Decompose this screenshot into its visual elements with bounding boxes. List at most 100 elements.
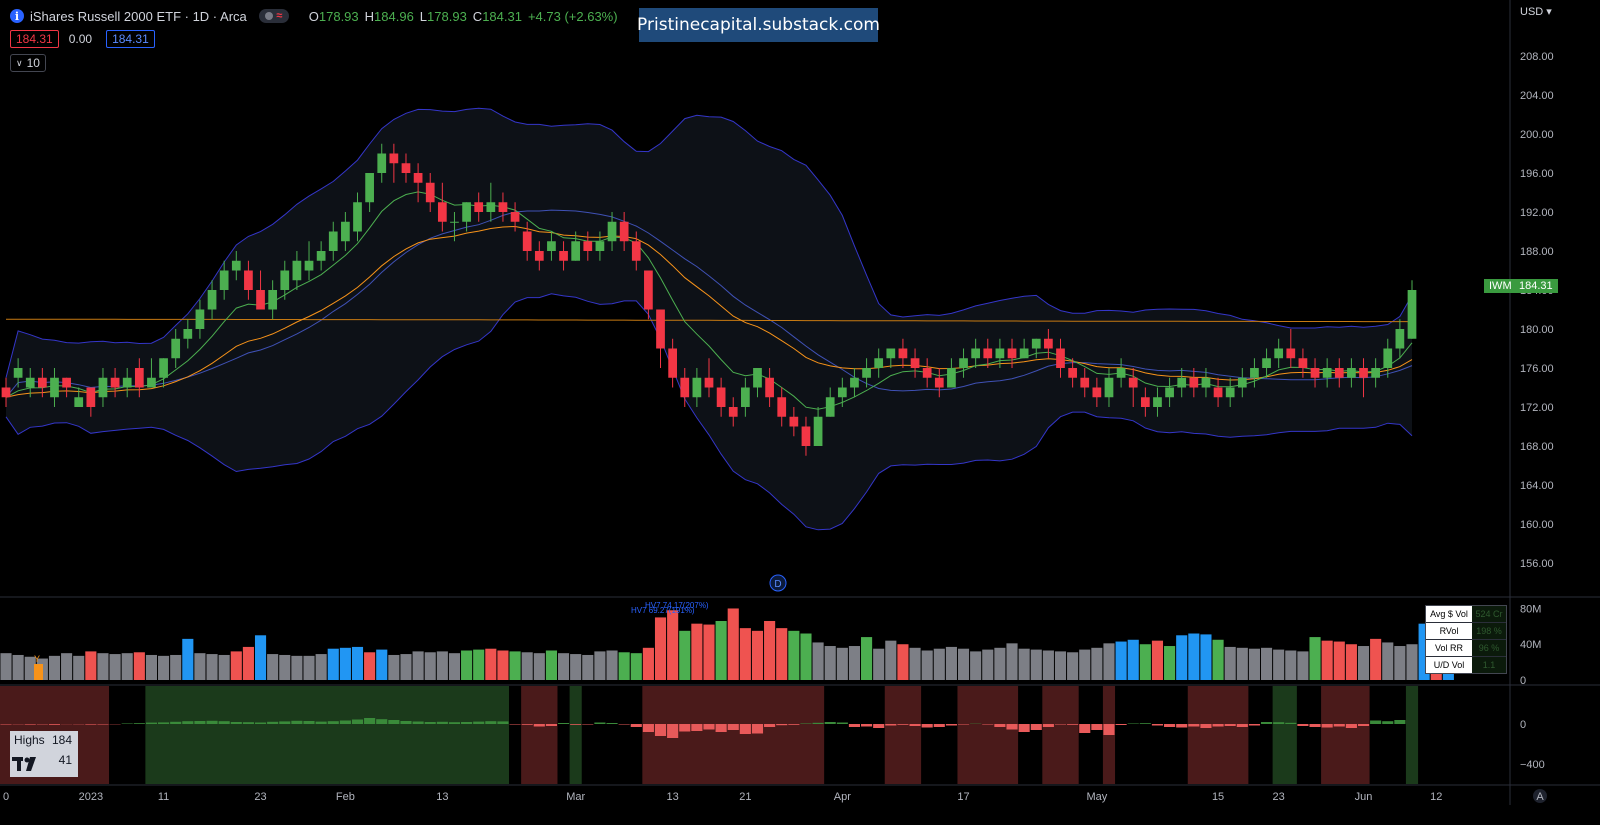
candle-body	[256, 290, 265, 310]
breadth-regime-band	[145, 686, 510, 784]
volume-bar	[303, 655, 315, 680]
candle	[171, 329, 181, 368]
volume-bar	[12, 654, 24, 680]
candle	[341, 212, 350, 251]
breadth-bar	[242, 722, 254, 724]
volume-bar	[339, 647, 351, 680]
candle	[1177, 368, 1187, 398]
bid-price[interactable]: 184.31	[10, 30, 59, 48]
breadth-bar	[994, 724, 1006, 727]
breadth-bar	[1236, 724, 1248, 727]
candle-body	[498, 202, 508, 212]
candle-body	[510, 212, 520, 222]
candle-body	[1334, 368, 1344, 378]
candle-body	[934, 377, 944, 388]
volume-bar	[412, 651, 424, 680]
breadth-bar	[1127, 723, 1139, 724]
bollinger-lower-line	[5, 293, 1413, 531]
low-label: L	[419, 8, 428, 24]
candle	[1298, 348, 1308, 378]
volume-bar	[24, 656, 36, 680]
volume-bar	[970, 651, 982, 680]
volume-bar	[897, 644, 909, 680]
info-icon[interactable]: i	[10, 9, 24, 23]
breadth-bar	[327, 721, 339, 724]
breadth-bar	[715, 724, 727, 732]
volume-bar	[1309, 637, 1321, 680]
volume-bar	[1127, 639, 1139, 680]
volume-bar	[1418, 623, 1430, 680]
breadth-bar	[1042, 724, 1054, 727]
candle	[1116, 358, 1126, 388]
interval-selector[interactable]: ∨ 10	[10, 54, 46, 72]
currency-selector[interactable]: USD ▾	[1520, 6, 1552, 18]
candle	[1140, 387, 1150, 417]
volume-stats-table: Avg $ Vol 524 Cr RVol 198 % Vol RR 96 % U/D…	[1425, 605, 1507, 674]
breadth-bar	[461, 722, 473, 724]
symbol-price-tag: IWM	[1484, 279, 1517, 293]
candle-body	[1116, 368, 1126, 378]
candle-body	[389, 153, 399, 164]
candle-body	[1347, 368, 1356, 378]
candle-body	[377, 153, 387, 173]
breadth-bar	[933, 724, 945, 727]
candle	[971, 338, 981, 368]
price-tick-label: 168.00	[1520, 441, 1554, 453]
candle-body	[122, 377, 132, 388]
breadth-bar	[812, 722, 824, 724]
volume-bar	[61, 653, 73, 680]
candle-body	[644, 270, 653, 310]
price-tick-label: 204.00	[1520, 90, 1554, 102]
candle	[1080, 368, 1090, 398]
breadth-bar	[679, 724, 691, 732]
lows-value: 41	[58, 753, 72, 767]
breadth-bar	[570, 724, 582, 725]
volume-bar	[764, 620, 776, 680]
candle-body	[50, 377, 59, 398]
candle-body	[825, 397, 835, 417]
candle	[1153, 387, 1162, 417]
volume-bar	[218, 654, 230, 680]
time-tick-label: Mar	[566, 791, 585, 803]
candle-body	[13, 368, 23, 378]
breadth-bar	[1273, 722, 1285, 724]
candle	[353, 192, 362, 242]
symbol-title[interactable]: iShares Russell 2000 ETF · 1D · Arca	[30, 8, 247, 24]
volume-bar	[1079, 649, 1091, 680]
volume-bar	[654, 617, 667, 680]
stat-row: RVol 198 %	[1426, 623, 1506, 640]
candle-body	[1056, 348, 1065, 368]
breadth-bar	[1333, 724, 1345, 727]
price-tick-label: 176.00	[1520, 363, 1554, 375]
chevron-down-icon: ∨	[16, 57, 23, 68]
candle-body	[231, 260, 241, 271]
compare-icon[interactable]: ≈	[258, 9, 289, 23]
candle	[183, 319, 193, 349]
volume-bar	[630, 653, 642, 680]
ema-21-line	[5, 225, 1413, 398]
volume-bar	[715, 620, 727, 680]
candle	[583, 231, 593, 261]
volume-bar	[933, 648, 945, 680]
candle-body	[837, 387, 847, 398]
candle-body	[450, 221, 459, 223]
breadth-regime-band	[1405, 686, 1419, 784]
volume-bar	[1406, 644, 1418, 680]
price-tick-label: 156.00	[1520, 558, 1554, 570]
candle-body	[1286, 348, 1296, 359]
ask-price[interactable]: 184.31	[106, 30, 155, 48]
candle-body	[341, 221, 350, 242]
breadth-bar	[1345, 724, 1357, 728]
volume-bar	[497, 650, 509, 680]
tradingview-logo-icon[interactable]	[12, 755, 42, 773]
volume-bar	[291, 655, 303, 680]
candle-body	[704, 377, 714, 388]
volume-bar	[145, 654, 158, 680]
breadth-bar	[582, 724, 594, 725]
breadth-bar	[48, 724, 61, 725]
stat-key: Vol RR	[1426, 640, 1472, 656]
candle	[62, 377, 71, 398]
volume-bar	[521, 652, 533, 680]
breadth-regime-band	[1321, 686, 1370, 784]
